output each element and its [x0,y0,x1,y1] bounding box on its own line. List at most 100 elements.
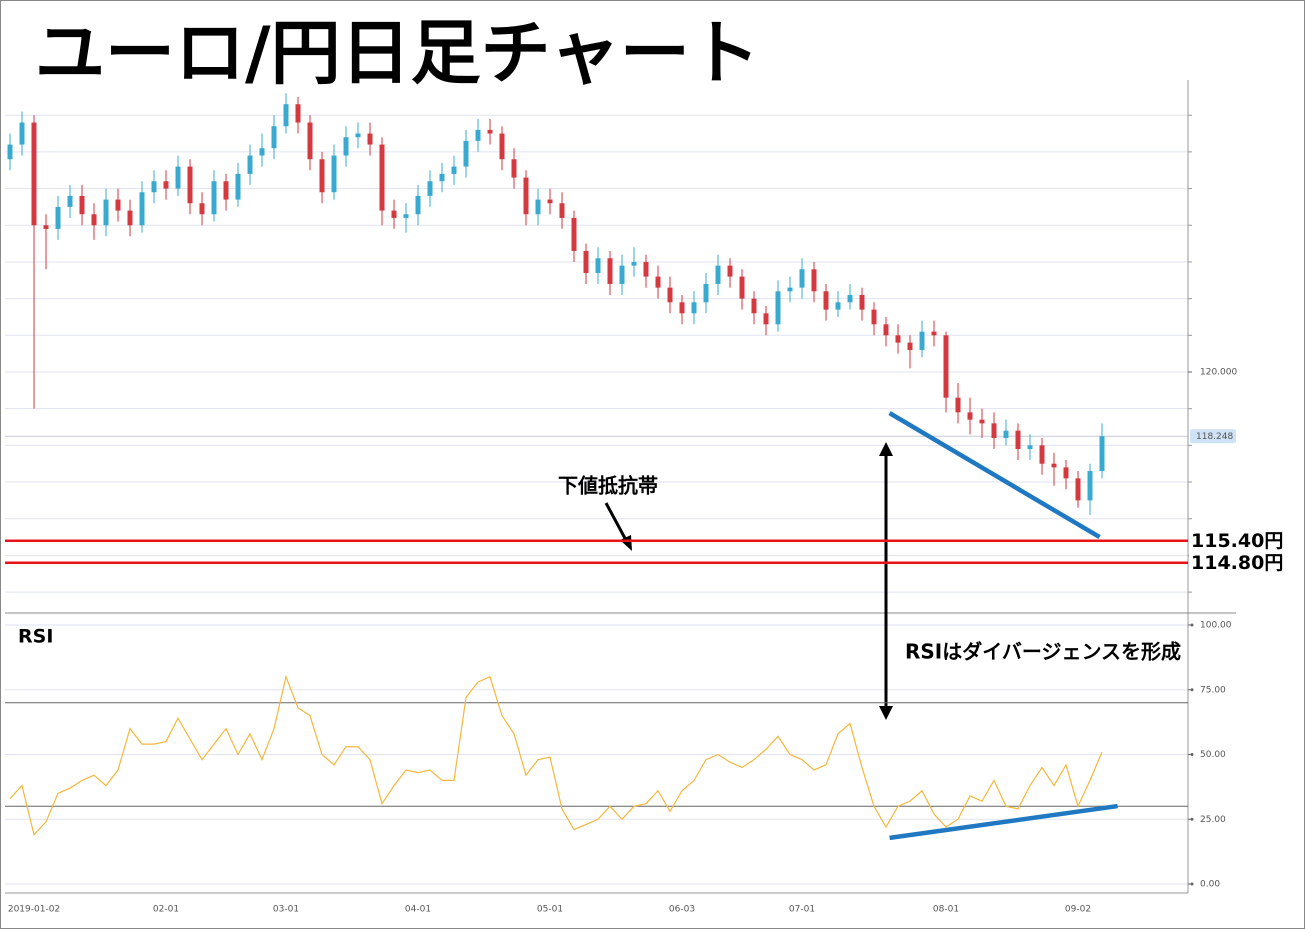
x-tick-label: 08-01 [933,905,959,915]
candle-body [271,126,277,149]
x-tick-label: 06-03 [669,905,695,915]
candle-body [631,261,637,266]
candle-body [7,144,13,160]
candle-body [283,104,289,127]
candle-body [139,192,145,226]
candle-body [835,302,841,310]
candle-body [91,214,97,226]
candle-body [571,217,577,251]
candle-body [163,181,169,189]
candle-body [739,276,745,299]
candle-body [1051,463,1057,468]
candle-body [955,397,961,413]
y-tick-label: 50.00 [1200,750,1226,760]
candle-body [1003,430,1009,439]
candle-body [55,206,61,229]
candle-body [907,342,913,350]
arrow [604,502,629,543]
y-tick-label: 75.00 [1200,685,1226,695]
candle-body [823,291,829,310]
tick-dot [1190,753,1194,756]
candle-body [355,133,361,138]
y-tick-label: 25.00 [1200,815,1226,825]
candle-body [919,331,925,350]
candle-body [727,265,733,277]
candle-body [427,181,433,196]
candle-body [463,140,469,167]
candle-body [103,199,109,226]
last-price-label: 118.248 [1196,432,1233,442]
candle-body [595,258,601,273]
chart-title: ユーロ/円日足チャート [35,12,760,94]
candle-body [523,177,529,215]
x-tick-label: 02-01 [153,905,179,915]
candle-body [679,302,685,314]
candle-body [235,173,241,200]
candle-body [247,155,253,174]
candle-body [331,155,337,193]
annotation: RSIはダイバージェンスを形成 [905,640,1181,664]
rsi-title: RSI [18,626,53,648]
trendline [888,411,1101,540]
x-tick-label: 05-01 [537,905,563,915]
candle-body [307,122,313,160]
candle-body [1099,436,1105,472]
candle-body [979,419,985,424]
candle-body [559,203,565,218]
tick-dot [1190,817,1194,821]
tick-dot [1190,688,1194,692]
candle-body [319,159,325,193]
y-tick-label: 0.00 [1200,880,1220,890]
candle-body [847,294,853,303]
candle-body [403,214,409,218]
arrow-head [620,535,632,551]
arrows [604,442,893,720]
candle-body [127,210,133,226]
candle-body [619,265,625,284]
candle-body [79,195,85,215]
candle-body [655,276,661,288]
candle-body [1075,478,1081,501]
annotation: 下値抵抗帯 [558,474,658,498]
candle-body [1063,467,1069,479]
candle-body [31,122,37,226]
candle-body [295,104,301,123]
candle-body [607,258,613,284]
tick-dot [1190,882,1194,886]
candle-body [811,269,817,292]
candle-body [535,199,541,215]
x-tick-label: 07-01 [789,905,815,915]
candle-body [871,309,877,325]
candle-body [895,335,901,343]
candle-body [475,129,481,141]
candle-body [715,265,721,284]
candle-body [667,287,673,303]
candle-body [799,269,805,288]
trendline [889,803,1118,841]
candle-body [415,195,421,215]
candle-body [439,173,445,182]
candle-body [775,291,781,325]
candle-body [367,133,373,145]
candle-body [763,313,769,325]
candle-body [643,261,649,277]
arrow-head [879,442,893,456]
candle-body [499,133,505,160]
candle-body [883,324,889,336]
candle-body [43,225,49,229]
x-tick-label: 04-01 [405,905,431,915]
x-tick-label: 03-01 [273,905,299,915]
rsi-line [9,674,1103,837]
tick-dot [1190,623,1194,627]
candle-body [1087,471,1093,501]
candle-body [175,166,181,189]
candle-body [451,166,457,174]
support-label: 114.80円 [1191,552,1283,574]
candle-body [199,203,205,215]
x-tick-label: 09-02 [1065,905,1091,915]
candle-body [115,199,121,211]
candle-body [223,181,229,200]
candle-body [391,210,397,218]
